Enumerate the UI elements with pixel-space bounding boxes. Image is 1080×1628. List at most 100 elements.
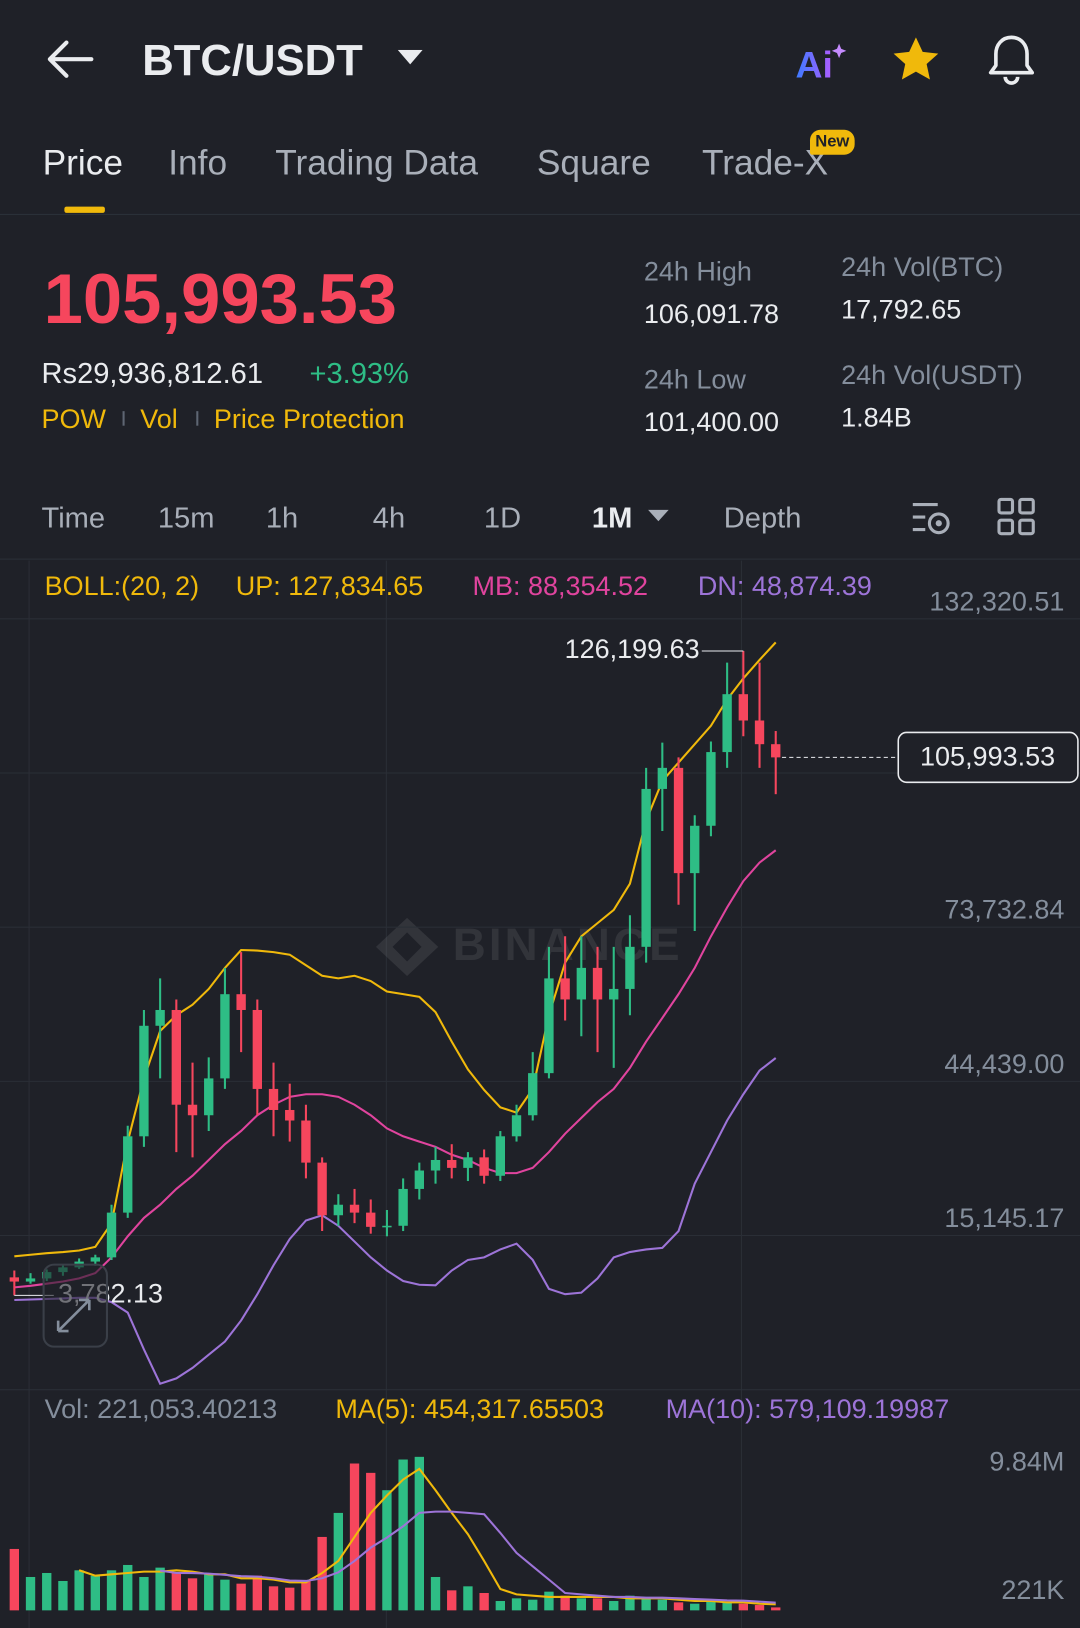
candle-body — [447, 1159, 457, 1168]
candle-body — [382, 1225, 392, 1228]
last-price: 105,993.53 — [43, 259, 398, 339]
tab[interactable]: Square — [536, 143, 651, 183]
volume-bar — [139, 1576, 149, 1611]
candle-body — [333, 1204, 344, 1216]
interval[interactable]: 4h — [372, 501, 406, 534]
pair-dropdown[interactable] — [397, 49, 423, 67]
stat-label: 24h Vol(USDT) — [841, 359, 1023, 391]
volume-bar — [204, 1574, 214, 1611]
stat-value: 17,792.65 — [841, 293, 962, 325]
volume-bar — [673, 1602, 684, 1611]
volume-bar — [706, 1601, 716, 1611]
candle-body — [349, 1204, 360, 1213]
interval[interactable]: Time — [41, 501, 106, 534]
stat-label: 24h Low — [643, 363, 746, 395]
volume-bar — [430, 1576, 441, 1611]
y-tick-label: 15,145.17 — [944, 1203, 1064, 1233]
expand-button[interactable] — [42, 1263, 108, 1348]
candle-body — [204, 1078, 214, 1116]
volume-bar — [641, 1598, 651, 1611]
volume-bar — [155, 1567, 165, 1611]
volume-bar — [382, 1490, 392, 1611]
volume-bar — [268, 1586, 279, 1611]
volume-bar — [657, 1599, 668, 1611]
candle-body — [123, 1136, 133, 1213]
candle-body — [690, 825, 700, 874]
interval[interactable]: 1D — [483, 501, 522, 534]
candle-body — [511, 1115, 522, 1137]
favorite-button[interactable] — [891, 35, 941, 83]
stat-value: 106,091.78 — [643, 297, 779, 330]
indicator-settings[interactable] — [911, 498, 953, 537]
volume-bar — [576, 1598, 587, 1611]
ai-button[interactable]: Ai — [791, 39, 851, 87]
tab[interactable]: Price — [42, 143, 124, 183]
volume-bar — [42, 1572, 52, 1611]
volume-bar — [754, 1605, 765, 1611]
back-button[interactable] — [46, 39, 94, 78]
tag[interactable]: Vol — [140, 402, 178, 434]
volume-legend: Vol: 221,053.40213 — [45, 1394, 278, 1424]
interval[interactable]: 1h — [265, 501, 299, 534]
interval[interactable]: 1M — [591, 501, 633, 534]
fiat-price: Rs29,936,812.61 — [41, 357, 264, 390]
candle-body — [495, 1136, 506, 1176]
stat-value: 101,400.00 — [643, 405, 779, 438]
divider — [0, 558, 1080, 560]
candle-body — [398, 1188, 408, 1226]
candle-body — [171, 1009, 182, 1105]
volume-tick-label: 9.84M — [989, 1447, 1064, 1477]
candle-body — [236, 994, 246, 1010]
candle-body — [754, 720, 765, 745]
interval[interactable]: 15m — [157, 501, 215, 534]
volume-bar — [220, 1579, 230, 1611]
candle-body — [268, 1088, 279, 1110]
volume-bar — [528, 1599, 538, 1611]
tab[interactable]: Info — [168, 143, 228, 183]
candle-body — [625, 946, 635, 989]
volume-bar — [771, 1607, 781, 1611]
tab[interactable]: Trade-X — [701, 143, 829, 183]
y-tick-label: 132,320.51 — [929, 586, 1064, 616]
vertical-grid — [28, 560, 742, 1628]
y-tick-label: 44,439.00 — [944, 1049, 1064, 1079]
volume-bar — [479, 1593, 489, 1611]
volume-bar — [592, 1598, 603, 1611]
interval-dropdown[interactable] — [647, 509, 669, 522]
candle-body — [366, 1212, 376, 1227]
candle-body — [479, 1157, 489, 1176]
notification-button[interactable] — [987, 33, 1037, 85]
candle-body — [187, 1104, 198, 1116]
candle-body — [285, 1109, 295, 1121]
indicator-legend: DN: 48,874.39 — [698, 571, 872, 601]
candle-body — [463, 1157, 473, 1168]
candle-body — [25, 1278, 36, 1282]
candle-body — [738, 694, 749, 721]
volume-tick-label: 221K — [1001, 1575, 1064, 1605]
volume-bar — [463, 1586, 473, 1611]
volume-bar — [252, 1575, 263, 1611]
tag-separator — [122, 411, 125, 426]
tag[interactable]: POW — [41, 402, 107, 434]
tab[interactable]: Trading Data — [275, 143, 478, 183]
candle-body — [414, 1170, 425, 1189]
stat-label: 24h High — [643, 255, 752, 287]
volume-bar — [398, 1459, 408, 1611]
volume-bar — [171, 1572, 182, 1611]
price-change: +3.93% — [309, 357, 409, 390]
interval[interactable]: Depth — [723, 501, 802, 534]
pair-title[interactable]: BTC/USDT — [142, 35, 363, 85]
volume-bar — [106, 1570, 117, 1611]
candle-body — [544, 978, 554, 1074]
layout-button[interactable] — [997, 497, 1036, 536]
volume-bar — [738, 1603, 749, 1611]
volume-bar — [58, 1580, 68, 1611]
tag[interactable]: Price Protection — [213, 402, 405, 434]
volume-bar — [414, 1456, 425, 1611]
watermark: BINANCE — [375, 917, 680, 976]
new-badge: New — [809, 129, 855, 155]
volume-bar — [25, 1576, 36, 1611]
